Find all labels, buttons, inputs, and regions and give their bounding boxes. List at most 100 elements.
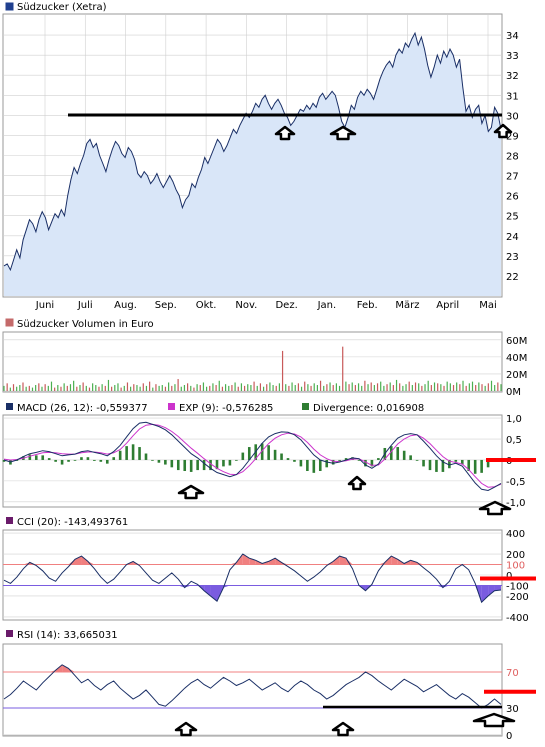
macd-arrows <box>177 475 512 516</box>
macd-line <box>3 421 502 492</box>
macd-divergence-bar <box>260 443 264 460</box>
price-y-tick: 24 <box>506 232 519 243</box>
volume-bar <box>411 385 413 391</box>
divergence-legend-label: Divergence: 0,016908 <box>313 403 424 414</box>
macd-divergence-bar <box>448 459 451 469</box>
macd-divergence-bar <box>241 452 245 460</box>
volume-bar <box>310 385 312 391</box>
volume-bar <box>288 385 290 391</box>
volume-bar <box>446 381 448 391</box>
macd-divergence-bar <box>409 455 412 460</box>
volume-bar <box>63 383 65 391</box>
volume-y-tick: 60M <box>506 336 527 347</box>
volume-bar <box>171 385 173 391</box>
rsi-arrow-1 <box>174 721 198 737</box>
rsi-overbought-fill <box>62 664 69 672</box>
macd-divergence-bar <box>67 459 70 462</box>
volume-bar <box>300 386 303 391</box>
macd-legend-label: MACD (26, 12): -0,559377 <box>17 403 148 414</box>
volume-bar <box>383 385 385 391</box>
price-panel: Südzucker (Xetra) 22 23 24 25 26 27 28 29 30 31 32… <box>2 2 519 311</box>
volume-bar <box>478 382 480 391</box>
volume-bar <box>3 385 5 391</box>
volume-bar <box>364 380 366 391</box>
volume-bar <box>294 385 296 391</box>
rsi-line <box>3 664 502 709</box>
price-legend-swatch <box>5 2 14 11</box>
macd-divergence-bar <box>480 459 483 473</box>
macd-divergence-bar <box>99 459 103 462</box>
volume-bar <box>307 384 309 391</box>
macd-divergence-bar <box>60 459 64 465</box>
macd-divergence-bar <box>118 450 122 460</box>
cci-y-tick: -100 <box>506 581 529 592</box>
volume-bar <box>22 382 24 391</box>
volume-bar <box>31 387 34 391</box>
volume-bar <box>380 381 382 391</box>
volume-bar <box>240 383 243 391</box>
macd-divergence-bar <box>370 459 374 467</box>
cci-y-tick: 100 <box>506 561 525 572</box>
volume-bar <box>484 385 486 391</box>
volume-bar <box>111 386 113 391</box>
volume-bar <box>281 350 284 391</box>
price-x-tick: Dez. <box>275 300 297 311</box>
price-x-tick: März <box>395 300 419 311</box>
volume-bar <box>462 380 464 391</box>
volume-bar <box>224 384 227 391</box>
volume-bar <box>158 385 160 391</box>
volume-bar <box>54 387 56 391</box>
cci-oversold-fill <box>481 585 489 603</box>
macd-divergence-bar <box>331 459 335 465</box>
macd-divergence-bar <box>144 453 148 460</box>
macd-divergence-bar <box>299 459 303 467</box>
price-y-tick: 31 <box>506 91 519 102</box>
volume-bar <box>456 382 458 391</box>
volume-bar <box>408 381 410 391</box>
rsi-arrows <box>174 712 516 737</box>
cci-overbought-fill <box>268 558 276 565</box>
rsi-y-tick: 30 <box>506 704 519 715</box>
macd-divergence-bar <box>402 450 406 460</box>
macd-panel: MACD (26, 12): -0,559377 EXP (9): -0,576… <box>2 403 536 516</box>
volume-bar <box>421 385 423 391</box>
volume-bar <box>215 385 217 391</box>
volume-bar <box>142 383 144 391</box>
volume-bar <box>449 383 451 391</box>
volume-bar <box>335 383 337 391</box>
cci-line <box>3 553 502 604</box>
volume-bar <box>497 382 499 391</box>
volume-bar <box>41 386 43 391</box>
cci-overbought-fill <box>326 561 334 565</box>
volume-bars <box>3 346 502 391</box>
price-y-tick-labels: 22 23 24 25 26 27 28 29 30 31 32 33 34 <box>506 31 519 283</box>
macd-divergence-bar <box>222 459 225 467</box>
volume-bar <box>47 385 49 391</box>
volume-bar <box>92 383 94 391</box>
volume-bar <box>304 381 306 391</box>
volume-bar <box>357 383 360 391</box>
macd-divergence-bar <box>202 459 206 471</box>
price-x-tick: Feb. <box>357 300 378 311</box>
volume-bar <box>433 382 436 391</box>
macd-divergence-bar <box>293 459 296 462</box>
volume-bar <box>174 384 176 391</box>
cci-overbought-fill <box>339 556 347 565</box>
volume-bar <box>6 383 8 391</box>
cci-overbought-fill <box>249 558 256 565</box>
volume-bar <box>168 382 170 391</box>
macd-divergence-bar <box>247 447 251 460</box>
volume-bar <box>440 384 442 391</box>
cci-overbought-fill <box>68 559 75 565</box>
cci-oversold-fill <box>204 585 211 596</box>
volume-bar <box>297 383 300 391</box>
macd-y-tick: -1,0 <box>506 498 526 509</box>
price-x-tick-labels: Juni Juli Aug. Sep. Okt. Nov. Dez. Jan. Feb. März… <box>35 300 497 311</box>
volume-bar <box>243 385 246 391</box>
volume-bar <box>149 381 151 391</box>
volume-bar <box>155 384 157 391</box>
volume-bar <box>418 383 420 391</box>
volume-bar <box>12 384 15 391</box>
cci-overbought-fill <box>333 556 340 565</box>
macd-divergence-bar <box>435 459 438 472</box>
